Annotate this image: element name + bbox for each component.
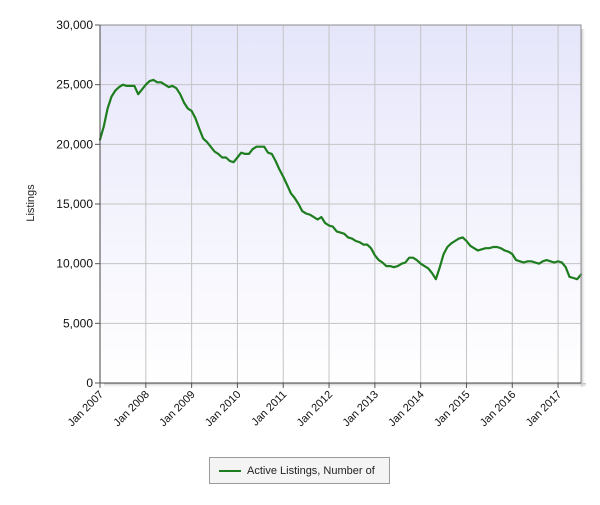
- x-tick-label: Jan 2011: [249, 389, 289, 429]
- x-tick-label: Jan 2014: [386, 389, 426, 429]
- legend: Active Listings, Number of: [209, 457, 390, 484]
- x-tick-label: Jan 2012: [295, 389, 335, 429]
- axes: [95, 24, 582, 388]
- y-tick-label: 25,000: [56, 78, 93, 92]
- y-tick-label: 5,000: [63, 316, 93, 330]
- x-tick-label: Jan 2016: [478, 389, 518, 429]
- x-tick-label: Jan 2007: [66, 389, 106, 429]
- x-tick-label: Jan 2013: [340, 389, 380, 429]
- legend-swatch: [219, 469, 241, 472]
- y-tick-label: 10,000: [56, 257, 93, 271]
- x-tick-label: Jan 2008: [111, 389, 151, 429]
- series-layer: [98, 78, 583, 281]
- x-tick-label: Jan 2017: [524, 389, 564, 429]
- y-axis-title: Listings: [25, 184, 37, 222]
- x-tick-label: Jan 2009: [157, 389, 197, 429]
- x-tick-label: Jan 2010: [203, 389, 243, 429]
- y-tick-label: 0: [86, 376, 93, 390]
- plot-shadow-bottom: [104, 383, 586, 388]
- x-tick-label: Jan 2015: [432, 389, 472, 429]
- y-tick-label: 20,000: [56, 137, 93, 151]
- legend-label: Active Listings, Number of: [247, 464, 375, 477]
- plot-shadow-right: [581, 29, 586, 387]
- y-tick-label: 30,000: [56, 18, 93, 32]
- series-line-active-listings: [98, 78, 583, 281]
- y-tick-label: 15,000: [56, 197, 93, 211]
